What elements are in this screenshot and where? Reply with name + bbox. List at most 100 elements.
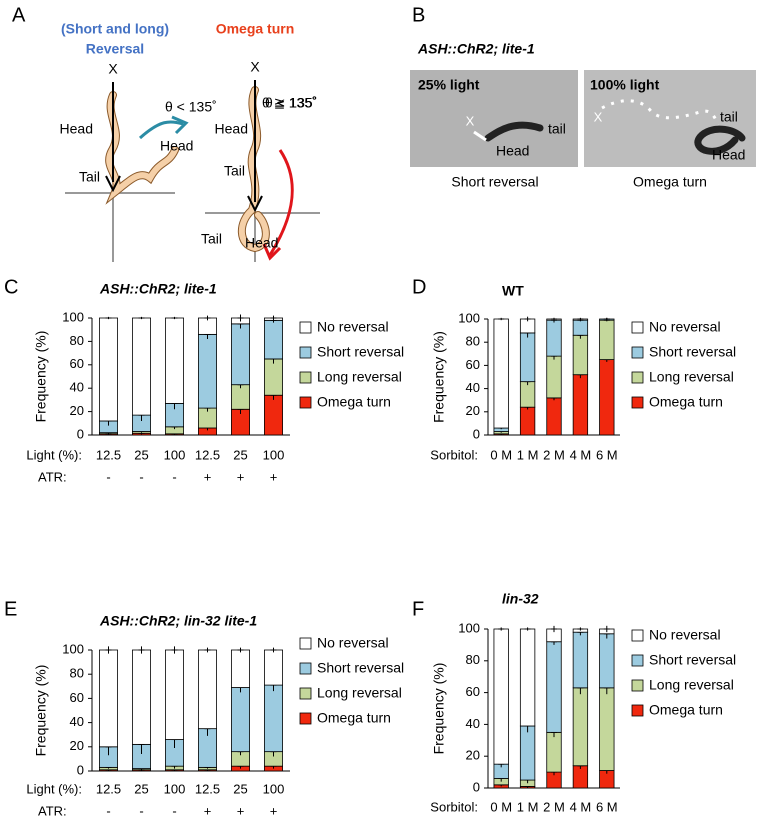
bar-segment (599, 359, 615, 436)
x-tick-label: 0 M (490, 447, 512, 462)
start-mark: X (108, 61, 118, 77)
caption: Short reversal (451, 174, 538, 190)
x-tick-label: - (106, 803, 110, 818)
legend-swatch (631, 679, 644, 692)
angle-label: θ < 135˚ (165, 99, 217, 115)
x-tick-label: 2 M (543, 799, 565, 814)
legend-swatch (631, 371, 644, 384)
x-tick-label: + (204, 803, 212, 818)
bar-segment (572, 334, 589, 376)
x-row-label: ATR: (38, 469, 67, 484)
legend-swatch (299, 687, 312, 700)
y-tick-label: 100 (458, 310, 480, 325)
bar-segment (546, 397, 562, 436)
y-tick-label: 60 (70, 356, 84, 371)
legend-swatch (299, 371, 312, 384)
x-tick-label: 25 (134, 781, 148, 796)
y-tick-label: 60 (466, 684, 480, 699)
bar-segment (264, 319, 283, 360)
x-row-label: Light (%): (26, 447, 82, 462)
y-axis-label: Frequency (%) (33, 331, 49, 423)
x-tick-label: 0 M (490, 799, 512, 814)
y-tick-label: 60 (70, 690, 84, 705)
y-tick-label: 20 (70, 403, 84, 418)
photo (410, 70, 578, 167)
x-tick-label: + (270, 469, 278, 484)
arrow-head (171, 115, 189, 135)
worm (106, 92, 178, 202)
start-mark: X (594, 109, 603, 124)
bar-segment (264, 358, 283, 396)
legend-swatch (299, 396, 312, 409)
bar-segment (493, 318, 509, 429)
panel-label: C (4, 276, 18, 298)
bar-segment (572, 374, 589, 436)
panel-b-title: ASH::ChR2; lite-1 (417, 41, 535, 57)
head-label: Head (245, 235, 278, 251)
x-tick-label: 2 M (543, 447, 565, 462)
bar-segment (198, 317, 217, 335)
bar-segment (599, 687, 615, 771)
head-label: Head (60, 121, 93, 137)
x-tick-label: + (237, 469, 245, 484)
bar-segment (231, 687, 250, 753)
start-mark: X (250, 59, 260, 75)
bar-segment (519, 381, 536, 408)
arrow (473, 130, 487, 142)
x-tick-label: 12.5 (195, 781, 220, 796)
legend-swatch (299, 712, 312, 725)
x-tick-label: 12.5 (96, 781, 121, 796)
legend-swatch (631, 321, 644, 334)
chart-title: ASH::ChR2; lin-32 lite-1 (99, 613, 257, 629)
y-tick-label: 60 (466, 357, 480, 372)
legend-label: No reversal (649, 627, 721, 643)
bar-segment (165, 649, 184, 740)
x-tick-label: 12.5 (96, 447, 121, 462)
bar-segment (572, 319, 589, 336)
bar-segment (572, 765, 589, 789)
legend-swatch (299, 637, 312, 650)
y-tick-label: 0 (473, 426, 480, 441)
y-tick-label: 0 (77, 762, 84, 777)
worm-image (694, 125, 746, 155)
bar-segment (231, 323, 250, 386)
worm-image (484, 121, 544, 142)
legend-label: Omega turn (317, 710, 391, 726)
head-label: Head (215, 121, 248, 137)
x-row-label: ATR: (38, 803, 67, 818)
y-tick-label: 100 (458, 620, 480, 635)
y-axis-label: Frequency (%) (431, 331, 447, 423)
tail-label: Tail (201, 231, 222, 247)
x-tick-label: 1 M (517, 447, 539, 462)
y-tick-label: 80 (70, 666, 84, 681)
panel-label: A (12, 4, 26, 26)
legend-swatch (631, 704, 644, 717)
angle-label: θ < 135˚ (265, 95, 317, 111)
tail-label: Tail (224, 163, 245, 179)
chart-title: WT (502, 283, 524, 299)
bar-segment (132, 317, 151, 416)
y-tick-label: 40 (70, 380, 84, 395)
bar-segment (231, 649, 250, 688)
angle-label: θ ≧ 135˚ (262, 95, 317, 111)
y-tick-label: 40 (466, 716, 480, 731)
y-tick-label: 0 (77, 426, 84, 441)
y-tick-label: 0 (473, 779, 480, 794)
panel-label: B (412, 4, 425, 26)
y-tick-label: 20 (466, 403, 480, 418)
bar-segment (99, 317, 118, 422)
bar-segment (599, 633, 615, 689)
tail-label: tail (548, 121, 566, 137)
legend-label: No reversal (317, 635, 389, 651)
bar-segment (198, 333, 217, 409)
bar-segment (132, 649, 151, 745)
bar-segment (231, 384, 250, 410)
y-tick-label: 40 (466, 380, 480, 395)
x-tick-label: - (139, 803, 143, 818)
bar-segment (493, 628, 509, 765)
legend-label: Omega turn (317, 394, 391, 410)
x-tick-label: + (237, 803, 245, 818)
y-tick-label: 20 (70, 738, 84, 753)
bar-segment (546, 731, 562, 773)
legend-label: Long reversal (649, 677, 734, 693)
